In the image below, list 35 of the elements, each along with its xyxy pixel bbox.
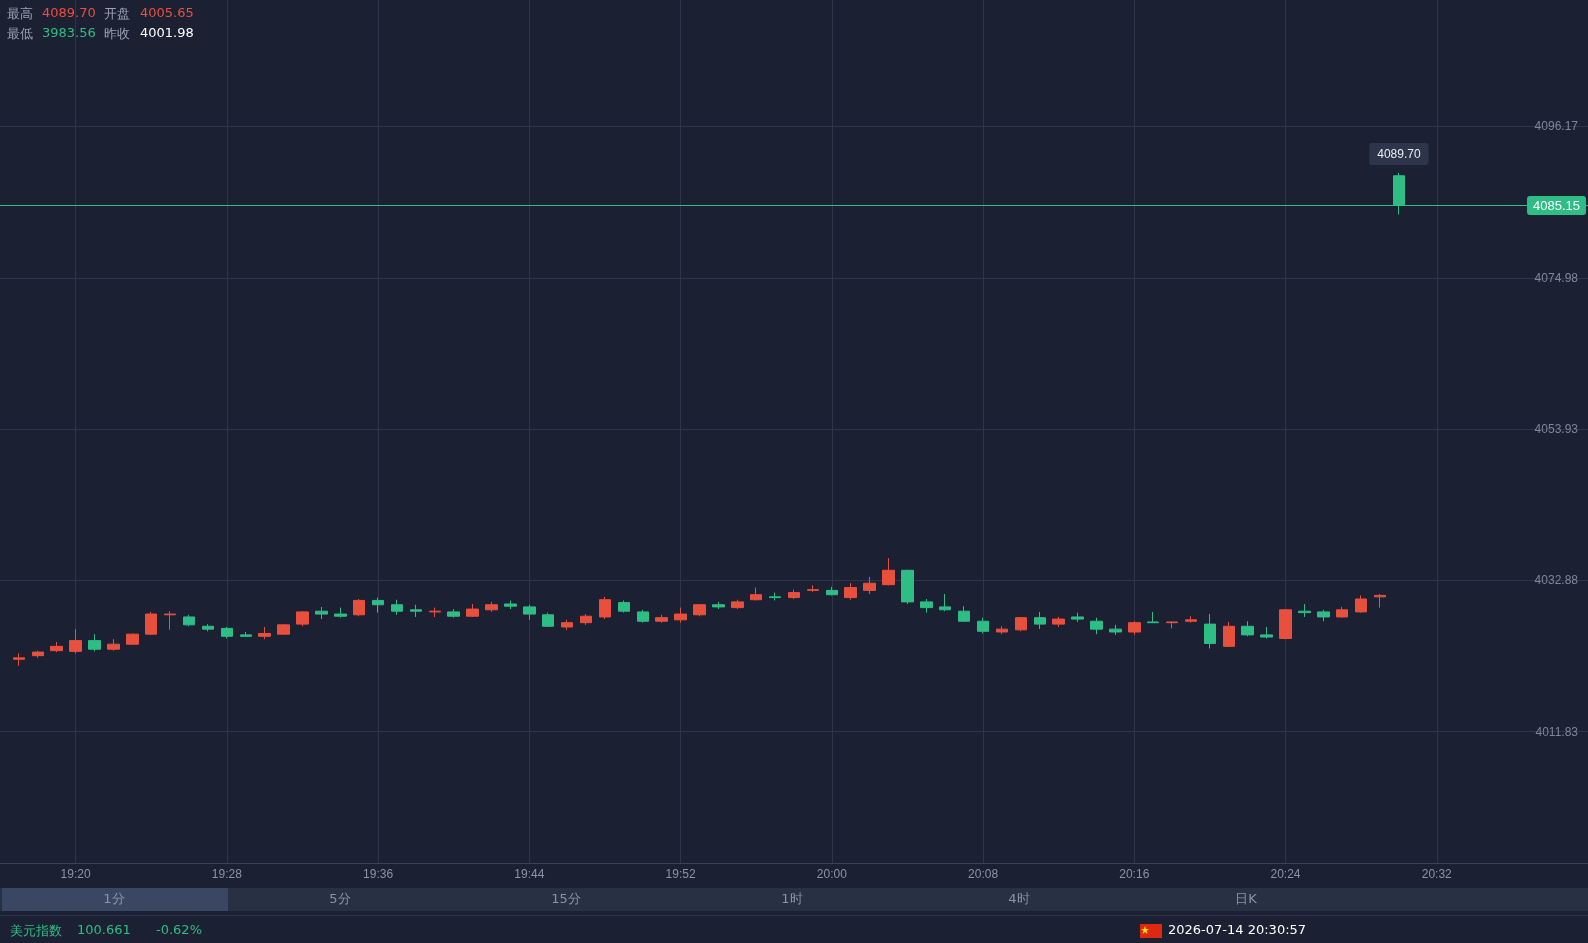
text: 2026-07-14 20:30:57 bbox=[1168, 922, 1307, 937]
x-tick-label: 20:08 bbox=[968, 867, 999, 881]
y-tick-label: 4032.88 bbox=[1534, 573, 1579, 588]
annotation: 开盘 bbox=[104, 5, 130, 23]
y-tick-label: 4096.17 bbox=[1534, 119, 1579, 134]
annotation: 最高 bbox=[7, 5, 33, 23]
text: 1时 bbox=[781, 890, 803, 908]
x-tick-label: 19:28 bbox=[211, 867, 243, 881]
text: 4时 bbox=[1008, 890, 1030, 908]
x-tick-label: 19:36 bbox=[363, 867, 394, 881]
text: 5分 bbox=[329, 890, 351, 908]
annotation: 3983.56 bbox=[42, 25, 96, 40]
text: 美元指数 bbox=[10, 922, 62, 940]
x-tick-label: 20:24 bbox=[1270, 867, 1301, 881]
ref-line-label: 4085.15 bbox=[1533, 198, 1580, 214]
x-tick-label: 19:44 bbox=[514, 867, 545, 881]
annotation: 4005.65 bbox=[140, 5, 194, 20]
text: 15分 bbox=[551, 890, 581, 908]
x-tick-label: 20:32 bbox=[1421, 867, 1453, 881]
text: -0.62% bbox=[156, 922, 202, 937]
text: 100.661 bbox=[77, 922, 131, 937]
annotation: 4089.70 bbox=[1377, 146, 1421, 161]
annotation: 最低 bbox=[7, 25, 33, 43]
x-tick-label: 19:52 bbox=[665, 867, 696, 881]
annotation: 昨收 bbox=[104, 25, 130, 43]
annotation: 4089.70 bbox=[42, 5, 96, 20]
y-tick-label: 4053.93 bbox=[1534, 422, 1579, 437]
annotation: 4001.98 bbox=[140, 25, 194, 40]
x-tick-label: 20:00 bbox=[816, 867, 848, 881]
y-tick-label: 4074.98 bbox=[1534, 271, 1579, 286]
y-tick-label: 4011.83 bbox=[1535, 724, 1579, 739]
text: 1分 bbox=[103, 890, 125, 908]
x-tick-label: 19:20 bbox=[60, 867, 91, 881]
text: 日K bbox=[1235, 890, 1257, 908]
x-tick-label: 20:16 bbox=[1119, 867, 1150, 881]
